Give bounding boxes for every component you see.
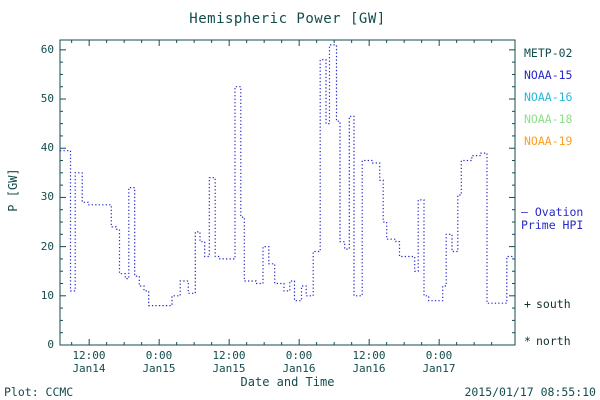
axis-box xyxy=(59,39,516,346)
y-tick-label: 20 xyxy=(40,240,54,253)
legend-marker-north-label: north xyxy=(536,334,571,348)
chart-title: Hemispheric Power [GW] xyxy=(189,11,386,27)
line-sample-icon: – xyxy=(521,205,528,219)
x-axis-label: Date and Time xyxy=(240,375,335,389)
x-tick-date: Jan16 xyxy=(282,362,316,375)
x-tick-date: Jan16 xyxy=(352,362,386,375)
x-tick-time: 0:00 xyxy=(285,349,313,362)
asterisk-marker-icon: * xyxy=(524,334,531,348)
x-tick-date: Jan17 xyxy=(422,362,456,375)
legend-item-metp02: METP-02 xyxy=(524,46,573,60)
legend-marker-south-label: south xyxy=(536,297,571,311)
legend-item-noaa15: NOAA-15 xyxy=(524,68,573,82)
legend-ovation-text1: Ovation xyxy=(534,205,584,219)
x-tick-time: 0:00 xyxy=(425,349,453,362)
x-tick-label: 12:00 Jan15 xyxy=(197,349,261,375)
legend-marker-south: + south xyxy=(524,297,571,311)
plus-marker-icon: + xyxy=(524,297,531,311)
legend-item-noaa19: NOAA-19 xyxy=(524,134,573,148)
x-tick-date: Jan14 xyxy=(72,362,106,375)
x-tick-label: 0:00 Jan15 xyxy=(127,349,191,375)
x-tick-time: 12:00 xyxy=(72,349,106,362)
legend-ovation-line1: – Ovation xyxy=(521,206,583,219)
plot-timestamp: 2015/01/17 08:55:10 xyxy=(464,385,596,399)
x-tick-time: 12:00 xyxy=(212,349,246,362)
x-tick-label: 12:00 Jan14 xyxy=(57,349,121,375)
x-tick-time: 0:00 xyxy=(145,349,173,362)
x-tick-label: 0:00 Jan16 xyxy=(267,349,331,375)
legend-item-noaa18: NOAA-18 xyxy=(524,112,573,126)
hpi-series-line xyxy=(60,44,514,307)
x-tick-label: 12:00 Jan16 xyxy=(337,349,401,375)
legend-marker-north: * north xyxy=(524,334,571,348)
y-tick-label: 50 xyxy=(40,92,54,105)
y-tick-label: 10 xyxy=(40,289,54,302)
legend-ovation-series: – Ovation Prime HPI xyxy=(521,206,583,232)
y-tick-label: 60 xyxy=(40,43,54,56)
x-tick-label: 0:00 Jan17 xyxy=(407,349,471,375)
x-tick-time: 12:00 xyxy=(352,349,386,362)
x-tick-date: Jan15 xyxy=(142,362,176,375)
legend-ovation-text2: Prime HPI xyxy=(521,218,584,232)
legend-item-noaa16: NOAA-16 xyxy=(524,90,573,104)
y-tick-label: 0 xyxy=(47,338,54,351)
y-tick-label: 40 xyxy=(40,141,54,154)
x-tick-date: Jan15 xyxy=(212,362,246,375)
y-tick-label: 30 xyxy=(40,190,54,203)
plot-source-text: Plot: CCMC xyxy=(4,385,74,399)
